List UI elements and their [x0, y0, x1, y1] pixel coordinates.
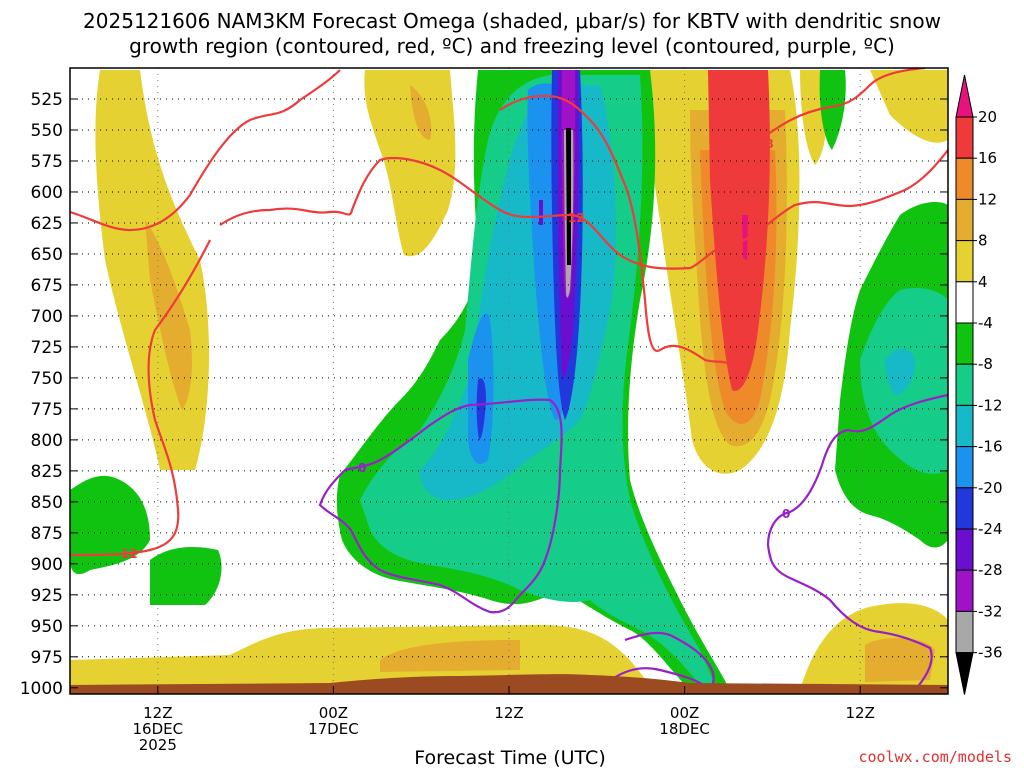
omega-sinking-12to16-right [885, 348, 915, 395]
colorbar-top-arrow [955, 74, 974, 118]
colorbar-segment [955, 322, 974, 365]
y-tick-label: 625 [31, 214, 63, 234]
y-tick-label: 725 [31, 338, 63, 358]
colorbar-label: -36 [978, 644, 1003, 662]
omega-rising-8to12-early [410, 85, 432, 140]
colorbar-label: -4 [978, 314, 993, 332]
colorbar-segment [955, 281, 974, 324]
y-tick-label: 875 [31, 524, 63, 544]
x-axis-label: Forecast Time (UTC) [414, 747, 605, 768]
y-tick-label: 750 [31, 369, 63, 389]
y-tick-label: 975 [31, 648, 63, 668]
y-tick-label: 575 [31, 152, 63, 172]
terrain-ground [70, 674, 948, 694]
colorbar-label: 8 [978, 232, 988, 250]
colorbar-segment [955, 487, 974, 530]
colorbar-label: -28 [978, 561, 1003, 579]
colorbar-segment [955, 198, 974, 242]
dgz-contour-top [70, 69, 341, 232]
x-tick-label: 2025 [139, 736, 177, 754]
y-tick-label: 600 [31, 183, 63, 203]
dgz-contour-upper-right [759, 68, 926, 141]
omega-sinking-left-lower [150, 547, 222, 605]
colorbar-segment [955, 157, 974, 200]
y-tick-label: 525 [31, 90, 63, 110]
dgz-contour-center [499, 94, 731, 366]
contours [70, 68, 948, 692]
y-tick-label: 550 [31, 121, 63, 141]
colorbar-label: -20 [978, 479, 1003, 497]
colorbar: 20 16 12 8 4 -4 -8 -12 -16 -20 -24 -28 -32 -36 [955, 74, 1003, 695]
y-tick-label: 775 [31, 400, 63, 420]
x-tick-label: 00Z [319, 704, 348, 722]
y-tick-label: 850 [31, 493, 63, 513]
colorbar-label: -12 [978, 396, 1003, 414]
colorbar-segment [955, 569, 974, 612]
dgz-label-left: -12 [116, 547, 138, 561]
omega-rising-16to20 [708, 70, 770, 391]
omega-sinking-left [70, 475, 150, 575]
omega-rising-8to12-left [145, 220, 193, 410]
y-axis: 525 550 575 600 625 650 675 700 725 750 775 800 825 8… [20, 90, 948, 699]
colorbar-segment [955, 240, 974, 283]
y-tick-label: 900 [31, 555, 63, 575]
x-tick-label: 18DEC [659, 720, 710, 738]
y-tick-label: 1000 [20, 679, 63, 699]
omega-sinking-20to24 [476, 378, 486, 440]
y-tick-label: 800 [31, 431, 63, 451]
x-tick-label: 12Z [494, 704, 523, 722]
freezing-label-mid: 0 [358, 461, 366, 475]
y-tick-label: 950 [31, 617, 63, 637]
omega-rising-early-band [364, 70, 456, 257]
colorbar-segment [955, 116, 974, 159]
omega-sinking-stripe-purple [539, 200, 543, 225]
colorbar-segment [955, 610, 974, 654]
dgz-label-top-right: -18 [752, 137, 774, 151]
colorbar-label: -24 [978, 520, 1003, 538]
colorbar-segment [955, 404, 974, 448]
x-tick-label: 12Z [143, 704, 172, 722]
omega-rising-8to12-lower [380, 640, 520, 672]
colorbar-segment [955, 363, 974, 406]
y-tick-label: 700 [31, 307, 63, 327]
credit-text: coolwx.com/models [858, 748, 1012, 766]
omega-shading [70, 70, 948, 690]
y-tick-label: 675 [31, 276, 63, 296]
colorbar-bottom-arrow [955, 652, 974, 695]
omega-rising-right-upper [870, 70, 948, 143]
chart-title-line1: 2025121606 NAM3KM Forecast Omega (shaded… [83, 9, 941, 33]
colorbar-label: -16 [978, 438, 1003, 456]
colorbar-label: -32 [978, 602, 1003, 620]
freezing-level-main [318, 398, 563, 614]
colorbar-label: 20 [978, 108, 997, 126]
omega-rising-20plus [742, 215, 748, 260]
x-tick-label: 12Z [846, 704, 875, 722]
colorbar-label: 4 [978, 273, 988, 291]
chart-title-line2: growth region (contoured, red, ºC) and f… [129, 34, 895, 58]
colorbar-label: 16 [978, 149, 997, 167]
omega-sinking-36plus [566, 128, 571, 265]
colorbar-label: -8 [978, 355, 993, 373]
dgz-label-top-mid: -12 [563, 211, 585, 225]
dgz-contour-mid [219, 149, 948, 270]
colorbar-segment [955, 528, 974, 571]
gridlines [70, 68, 948, 694]
y-tick-label: 925 [31, 586, 63, 606]
freezing-label-right: 0 [782, 507, 790, 521]
freezing-level-right [766, 393, 948, 691]
x-tick-label: 16DEC [133, 720, 184, 738]
colorbar-label: 12 [978, 190, 997, 208]
x-tick-label: 17DEC [308, 720, 359, 738]
x-tick-label: 00Z [670, 704, 699, 722]
y-tick-label: 825 [31, 462, 63, 482]
omega-rising-8to12-lower-right [865, 638, 935, 682]
y-tick-label: 650 [31, 245, 63, 265]
colorbar-segment [955, 446, 974, 489]
dgz-contour-left [70, 239, 211, 557]
